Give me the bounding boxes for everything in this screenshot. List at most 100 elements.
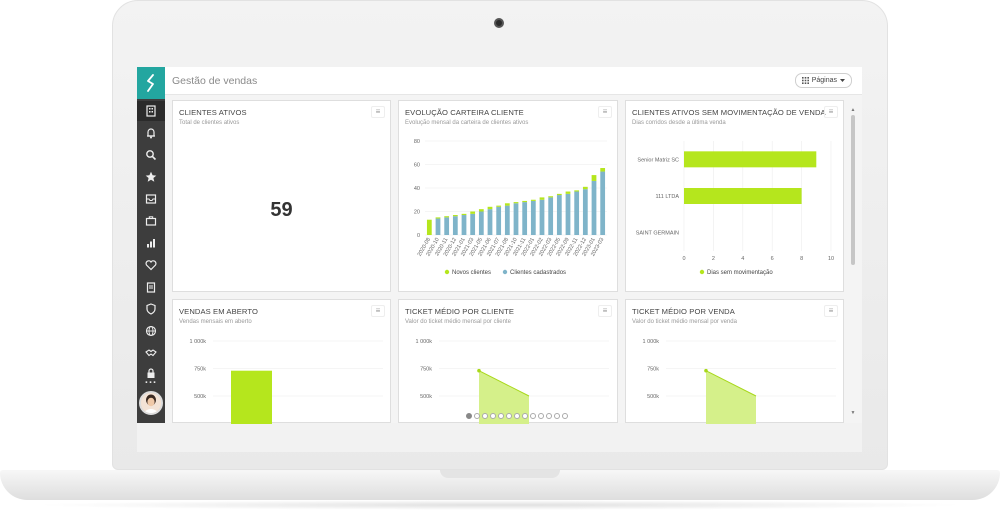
- bar-segment[interactable]: [548, 197, 554, 235]
- page-indicator: [466, 412, 568, 420]
- scroll-thumb[interactable]: [851, 115, 855, 265]
- page-dot[interactable]: [546, 413, 552, 419]
- widget-title: EVOLUÇÃO CARTEIRA CLIENTE: [405, 108, 524, 117]
- screen-top-bar: [137, 40, 862, 67]
- bar-segment[interactable]: [548, 196, 554, 198]
- bar-segment[interactable]: [582, 186, 588, 190]
- chart-vendas-aberto: 1 000k 750k 500k: [189, 339, 383, 424]
- bar-segment[interactable]: [461, 215, 467, 235]
- bar-segment[interactable]: [530, 200, 536, 235]
- bar-segment[interactable]: [513, 202, 519, 204]
- widget-menu-button[interactable]: ≡: [598, 106, 612, 118]
- bar-segment[interactable]: [530, 199, 536, 201]
- bar-segment[interactable]: [478, 209, 484, 212]
- bar-segment[interactable]: [574, 191, 580, 235]
- bar-segment[interactable]: [582, 189, 588, 235]
- bar-segment[interactable]: [539, 197, 545, 200]
- bar-segment[interactable]: [522, 202, 528, 235]
- bar-segment[interactable]: [513, 203, 519, 235]
- briefcase-icon[interactable]: [137, 211, 165, 231]
- page-dot[interactable]: [482, 413, 488, 419]
- scroll-down-icon[interactable]: ▼: [850, 410, 856, 416]
- data-point[interactable]: [704, 368, 708, 373]
- scrollbar[interactable]: ▲ ▼: [850, 107, 856, 417]
- legend-label[interactable]: Novos clientes: [452, 270, 491, 276]
- inbox-icon[interactable]: [137, 189, 165, 209]
- bar-segment[interactable]: [591, 180, 597, 235]
- star-icon[interactable]: [137, 167, 165, 187]
- logo[interactable]: [137, 67, 165, 99]
- page-dot[interactable]: [466, 413, 472, 419]
- bar-segment[interactable]: [444, 217, 450, 235]
- scroll-up-icon[interactable]: ▲: [850, 107, 856, 113]
- page-dot[interactable]: [490, 413, 496, 419]
- bar-segment[interactable]: [435, 218, 441, 235]
- bell-icon[interactable]: [137, 123, 165, 143]
- bar-segment[interactable]: [556, 195, 562, 235]
- bar[interactable]: [684, 188, 802, 204]
- y-tick-label: 1 000k: [415, 339, 432, 345]
- avatar[interactable]: [139, 391, 163, 415]
- page-dot[interactable]: [514, 413, 520, 419]
- bar-segment[interactable]: [539, 199, 545, 235]
- bar-segment[interactable]: [487, 209, 493, 235]
- bar-segment[interactable]: [565, 193, 571, 235]
- bar-segment[interactable]: [470, 211, 476, 214]
- widget-ticket-cliente: TICKET MÉDIO POR CLIENTE Valor do ticket…: [398, 299, 618, 424]
- page-dot[interactable]: [530, 413, 536, 419]
- bar-segment[interactable]: [556, 193, 562, 196]
- pages-button[interactable]: Páginas: [794, 73, 852, 88]
- handshake-icon[interactable]: [137, 343, 165, 363]
- bar-segment[interactable]: [504, 205, 510, 235]
- page-dot[interactable]: [498, 413, 504, 419]
- chart-icon[interactable]: [137, 233, 165, 253]
- bar-segment[interactable]: [478, 211, 484, 236]
- heart-icon[interactable]: [137, 255, 165, 275]
- bar-segment[interactable]: [487, 206, 493, 210]
- bar-segment[interactable]: [461, 213, 467, 216]
- bar-segment[interactable]: [591, 175, 597, 181]
- lock-icon[interactable]: [137, 363, 165, 383]
- widget-menu-button[interactable]: ≡: [371, 305, 385, 317]
- bar-segment[interactable]: [522, 200, 528, 203]
- bar-segment[interactable]: [600, 168, 606, 172]
- widget-menu-button[interactable]: ≡: [598, 305, 612, 317]
- clipboard-icon[interactable]: [137, 277, 165, 297]
- bar[interactable]: [231, 370, 272, 424]
- pages-button-label: Páginas: [811, 77, 837, 84]
- bar-segment[interactable]: [600, 171, 606, 235]
- y-tick-label: 750k: [194, 367, 206, 373]
- page-dot[interactable]: [562, 413, 568, 419]
- widget-title: TICKET MÉDIO POR VENDA: [632, 307, 735, 316]
- building-icon[interactable]: [137, 101, 165, 121]
- bar-segment[interactable]: [452, 215, 458, 217]
- page-dot[interactable]: [554, 413, 560, 419]
- widget-menu-button[interactable]: ≡: [824, 106, 838, 118]
- bar-segment[interactable]: [496, 206, 502, 235]
- page-dot[interactable]: [522, 413, 528, 419]
- y-tick-label: 1 000k: [642, 339, 659, 345]
- data-point[interactable]: [477, 368, 481, 373]
- bar-segment[interactable]: [470, 213, 476, 235]
- bar-segment[interactable]: [426, 219, 432, 235]
- legend-label[interactable]: Clientes cadastrados: [510, 270, 566, 276]
- bar-segment[interactable]: [435, 217, 441, 219]
- more-icon[interactable]: ...: [144, 374, 158, 386]
- shield-icon[interactable]: [137, 299, 165, 319]
- page-dot[interactable]: [538, 413, 544, 419]
- bar-segment[interactable]: [452, 216, 458, 235]
- bar-segment[interactable]: [444, 216, 450, 218]
- page-dot[interactable]: [474, 413, 480, 419]
- bar-segment[interactable]: [565, 191, 571, 194]
- widget-menu-button[interactable]: ≡: [824, 305, 838, 317]
- page-dot[interactable]: [506, 413, 512, 419]
- bar-segment[interactable]: [496, 205, 502, 207]
- globe-icon[interactable]: [137, 321, 165, 341]
- legend-marker: [444, 269, 450, 275]
- bar[interactable]: [684, 151, 817, 168]
- bar-segment[interactable]: [504, 203, 510, 206]
- bar-segment[interactable]: [574, 190, 580, 192]
- legend-label[interactable]: Dias sem movimentação: [707, 270, 773, 276]
- search-icon[interactable]: [137, 145, 165, 165]
- widget-menu-button[interactable]: ≡: [371, 106, 385, 118]
